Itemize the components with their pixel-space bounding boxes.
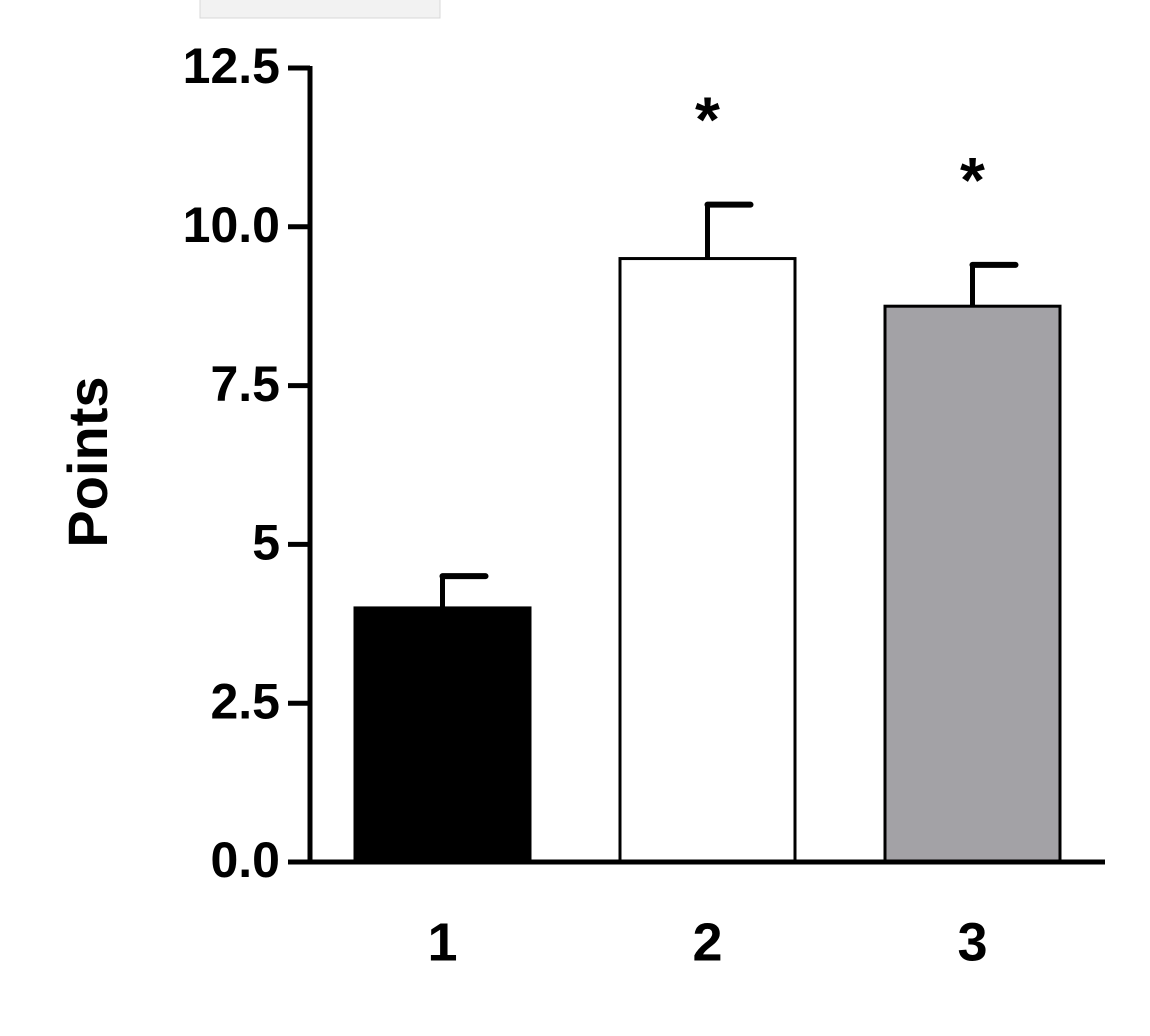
bar xyxy=(618,257,797,864)
bar xyxy=(353,606,532,864)
y-axis-label: Points xyxy=(56,376,119,547)
y-tick-label: 12.5 xyxy=(183,38,280,94)
y-tick-label: 5 xyxy=(252,515,280,571)
significance-mark: * xyxy=(960,144,985,216)
y-tick-label: 7.5 xyxy=(210,356,280,412)
y-tick-label: 2.5 xyxy=(210,673,280,729)
x-tick-label: 2 xyxy=(692,912,722,972)
significance-mark: * xyxy=(695,83,720,155)
ui-panel xyxy=(199,0,441,19)
x-tick-label: 3 xyxy=(957,912,987,972)
x-tick-label: 1 xyxy=(427,912,457,972)
bar xyxy=(883,304,1062,864)
y-tick-label: 0.0 xyxy=(210,832,280,888)
y-tick-label: 10.0 xyxy=(183,197,280,253)
